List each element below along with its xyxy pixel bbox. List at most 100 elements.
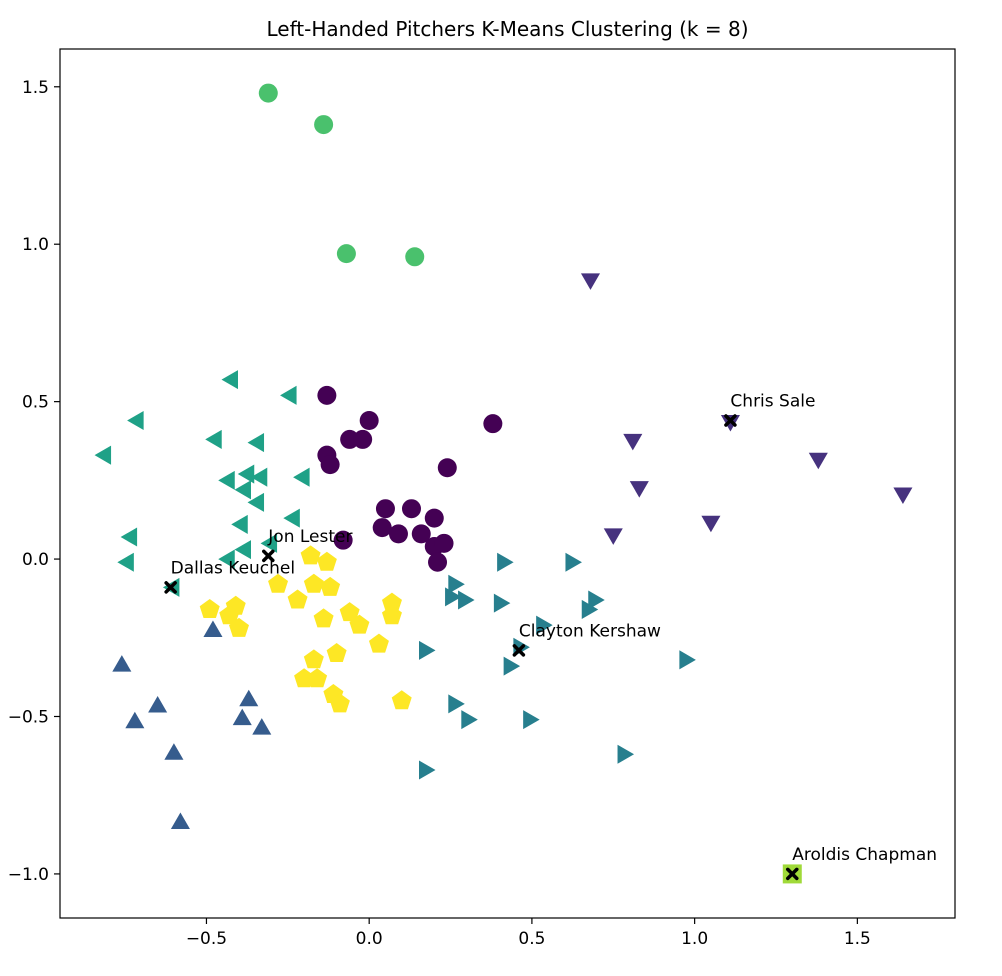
cluster-1-point-1 [720, 415, 740, 432]
cluster-0-point-13 [424, 508, 444, 528]
cluster-1-point-2 [623, 433, 643, 451]
cluster-7-point-21 [329, 693, 350, 713]
cluster-3-point-14 [461, 710, 478, 730]
cluster-0-point-5 [359, 411, 379, 431]
cluster-2-point-1 [112, 655, 132, 672]
axis-ticks: −0.5 0.0 0.5 1.0 1.5 1.5 1.0 0.5 0.0 −0.5 −1.0 [8, 78, 871, 949]
cluster-3-point-12 [679, 650, 696, 670]
cluster-1-point-3 [808, 452, 828, 470]
plot-frame [59, 48, 956, 919]
cluster-1-point-5 [893, 487, 913, 504]
cluster-0-point-11 [388, 524, 408, 544]
cluster-5-point-1 [314, 115, 334, 135]
cluster-4-point-8 [293, 467, 310, 487]
x-tick-label-4: 1.5 [844, 929, 871, 949]
cluster-4-point-6 [237, 464, 255, 484]
cluster-3-point-16 [617, 744, 635, 764]
cluster-0-point-16 [428, 552, 448, 572]
y-tick-label-4: −0.5 [8, 707, 49, 727]
x-tick-label-2: 0.5 [518, 929, 545, 949]
cluster-4-point-13 [231, 514, 248, 534]
cluster-0-point-8 [375, 499, 395, 519]
cluster-0-point-7 [483, 414, 503, 434]
cluster-4-point-18 [117, 552, 134, 572]
chart-title: Left-Handed Pitchers K-Means Clustering … [266, 17, 748, 41]
cluster-7-point-16 [303, 649, 324, 669]
cluster-7-point-11 [339, 602, 360, 622]
highlight-label-4: Aroldis Chapman [792, 845, 937, 865]
cluster-4-point-7 [250, 467, 268, 487]
data-marks [94, 83, 913, 884]
cluster-7-point-10 [313, 608, 334, 628]
cluster-4-point-16 [234, 540, 252, 560]
cluster-3-point-0 [497, 552, 514, 572]
cluster-7-point-18 [294, 668, 315, 688]
cluster-2-point-7 [164, 743, 184, 760]
cluster-2-point-5 [232, 708, 252, 726]
cluster-4-point-0 [221, 370, 238, 390]
cluster-4-point-9 [218, 470, 235, 490]
cluster-3-point-15 [523, 710, 540, 730]
cluster-7-point-9 [229, 617, 249, 637]
x-tick-label-0: −0.5 [186, 929, 227, 949]
cluster-3-point-6 [588, 590, 605, 610]
cluster-7-point-19 [307, 668, 328, 688]
y-tick-label-5: −1.0 [8, 865, 49, 885]
y-tick-label-3: 0.0 [22, 550, 49, 570]
cluster-3-point-4 [458, 590, 475, 610]
x-tick-label-3: 1.0 [681, 929, 708, 949]
cluster-2-point-0 [203, 620, 223, 637]
cluster-0-point-4 [353, 429, 373, 449]
cluster-7-point-12 [349, 614, 370, 634]
cluster-2-point-3 [125, 711, 145, 729]
highlight-label-3: Clayton Kershaw [519, 621, 661, 641]
cluster-4-point-3 [205, 429, 222, 449]
cluster-5-point-2 [336, 244, 356, 264]
cluster-5-point-0 [258, 83, 278, 103]
cluster-7-point-17 [326, 643, 347, 663]
cluster-5-point-3 [405, 247, 425, 267]
cluster-3-point-8 [536, 615, 553, 635]
cluster-3-point-9 [419, 640, 436, 660]
cluster-0-point-0 [317, 385, 337, 405]
cluster-1-point-4 [629, 481, 649, 498]
highlight-label-1: Jon Lester [267, 527, 352, 547]
y-tick-label-1: 1.0 [22, 235, 49, 255]
cluster-4-point-11 [247, 492, 265, 512]
cluster-0-point-15 [434, 533, 454, 553]
cluster-3-point-2 [448, 574, 465, 594]
highlight-label-2: Dallas Keuchel [171, 558, 295, 578]
cluster-3-point-13 [448, 694, 465, 714]
cluster-7-point-22 [391, 690, 412, 710]
cluster-1-point-6 [701, 515, 721, 533]
y-tick-label-2: 0.5 [22, 393, 49, 413]
highlight-marker-1 [262, 549, 275, 563]
highlight-marker-3 [512, 644, 526, 657]
cluster-4-point-1 [280, 385, 297, 405]
highlight-marks: Chris Sale Jon Lester Dallas Keuchel Clayto… [164, 392, 937, 881]
cluster-0-point-12 [411, 524, 431, 544]
cluster-2-point-6 [252, 718, 272, 735]
cluster-3-point-5 [493, 593, 511, 613]
cluster-7-point-15 [368, 633, 389, 653]
highlight-marker-0 [724, 414, 737, 427]
cluster-7-point-2 [268, 573, 289, 593]
cluster-4-point-10 [234, 480, 252, 500]
cluster-4-point-15 [260, 533, 278, 553]
cluster-0-point-17 [333, 530, 353, 550]
cluster-4-point-5 [94, 445, 112, 465]
cluster-3-point-3 [445, 587, 462, 607]
cluster-1-point-0 [580, 273, 601, 290]
cluster-7-point-3 [303, 573, 324, 593]
cluster-1-point-7 [603, 528, 623, 545]
highlight-label-0: Chris Sale [730, 392, 815, 412]
cluster-0-point-6 [437, 458, 457, 478]
highlight-marker-4 [786, 867, 799, 881]
cluster-0-point-3 [340, 429, 360, 449]
x-tick-label-1: 0.0 [356, 929, 383, 949]
y-tick-label-0: 1.5 [22, 78, 49, 98]
cluster-2-point-2 [148, 696, 168, 713]
cluster-3-point-1 [565, 552, 582, 572]
